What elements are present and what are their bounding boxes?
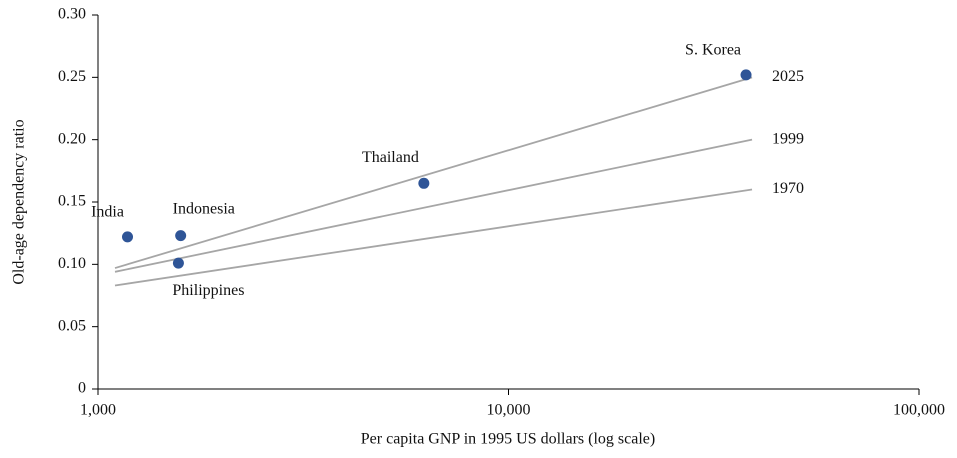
x-tick-label: 10,000 (487, 402, 531, 419)
trend-line (114, 138, 753, 273)
point-label: S. Korea (685, 42, 741, 59)
point (122, 231, 134, 243)
y-tick-label: 0.30 (58, 6, 86, 23)
line-label: 1970 (772, 180, 804, 197)
point-label: Thailand (362, 149, 419, 166)
y-tick-label: 0 (78, 380, 86, 397)
y-tick-label: 0.20 (58, 130, 86, 147)
y-tick-label: 0.25 (58, 68, 86, 85)
y-tick-label: 0.05 (58, 317, 86, 334)
point (418, 177, 430, 189)
y-tick-label: 0.15 (58, 193, 86, 210)
point-label: Indonesia (173, 200, 235, 217)
point (740, 69, 752, 81)
trend-line (114, 76, 753, 269)
y-axis-label: Old-age dependency ratio (11, 119, 28, 284)
y-tick-label: 0.10 (58, 255, 86, 272)
line-label: 1999 (772, 130, 804, 147)
point-label: India (91, 204, 124, 221)
trend-line (114, 188, 753, 287)
x-axis-label: Per capita GNP in 1995 US dollars (log s… (361, 431, 655, 448)
line-label: 2025 (772, 68, 804, 85)
point-label: Philippines (172, 282, 244, 299)
point (175, 230, 187, 242)
x-tick-label: 1,000 (80, 402, 116, 419)
point (172, 257, 184, 269)
x-tick-label: 100,000 (893, 402, 945, 419)
